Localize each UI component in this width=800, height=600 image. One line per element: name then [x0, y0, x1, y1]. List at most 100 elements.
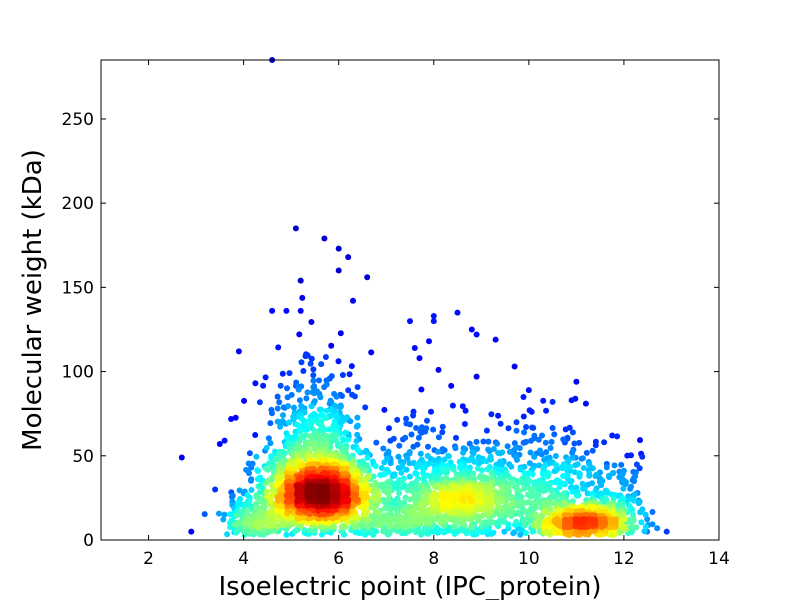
data-point	[310, 372, 317, 379]
data-point	[450, 466, 457, 473]
data-point	[552, 500, 558, 507]
data-point	[553, 462, 559, 468]
data-point	[520, 478, 527, 485]
data-point	[483, 458, 490, 465]
data-point	[592, 442, 599, 449]
data-point	[385, 492, 392, 498]
data-point	[263, 488, 270, 495]
x-tick-label: 12	[613, 549, 635, 569]
data-point	[350, 462, 357, 469]
data-point	[496, 479, 502, 485]
x-tick-label: 6	[333, 549, 344, 569]
data-point	[488, 478, 495, 485]
data-point	[475, 528, 481, 535]
data-point	[505, 425, 512, 432]
data-point	[266, 510, 273, 517]
data-point	[253, 521, 259, 528]
data-point	[385, 448, 392, 455]
data-point	[236, 487, 243, 494]
data-point	[224, 531, 231, 538]
data-point	[295, 386, 302, 393]
data-point	[284, 440, 291, 447]
data-point	[501, 528, 508, 535]
data-point	[392, 480, 399, 487]
data-point	[235, 348, 242, 355]
data-point	[318, 406, 325, 413]
data-point	[433, 528, 440, 535]
data-point	[372, 463, 379, 470]
data-point	[630, 492, 637, 499]
data-point	[326, 400, 333, 407]
data-point	[345, 254, 352, 261]
data-point	[579, 480, 586, 487]
data-point	[267, 528, 273, 535]
data-point	[533, 493, 540, 500]
data-point	[395, 453, 402, 460]
data-point	[418, 429, 425, 436]
plot-frame	[100, 59, 720, 541]
data-point	[513, 518, 520, 525]
data-point	[488, 469, 495, 476]
y-tick-label: 250	[62, 110, 94, 130]
data-point	[541, 508, 547, 515]
data-point	[490, 446, 497, 452]
data-point	[315, 420, 322, 427]
data-point	[542, 462, 548, 469]
data-point	[596, 508, 603, 515]
data-point	[418, 386, 425, 393]
data-point	[416, 355, 423, 362]
x-axis-title: Isoelectric point (IPC_protein)	[218, 572, 601, 600]
data-point	[391, 472, 398, 479]
data-point	[583, 449, 590, 456]
data-point	[476, 459, 482, 466]
data-point	[529, 488, 536, 495]
data-point	[430, 313, 437, 319]
data-point	[492, 336, 499, 343]
data-point	[649, 521, 656, 528]
data-point	[521, 429, 528, 436]
data-point	[551, 431, 558, 438]
data-point	[298, 359, 305, 366]
data-point	[292, 225, 299, 232]
data-point	[263, 480, 269, 487]
data-point	[430, 515, 437, 522]
data-point	[415, 434, 422, 441]
data-point	[631, 478, 637, 485]
data-point	[303, 425, 310, 431]
data-point	[229, 492, 236, 499]
data-point	[517, 466, 524, 473]
data-point	[303, 395, 310, 402]
data-point	[287, 465, 294, 472]
data-point	[407, 421, 413, 428]
data-point	[547, 445, 554, 451]
data-point	[257, 482, 264, 489]
data-point	[283, 307, 290, 314]
data-point	[586, 461, 593, 468]
data-point	[610, 517, 617, 524]
data-point	[201, 511, 208, 518]
data-point	[460, 445, 467, 452]
data-point	[326, 426, 333, 433]
data-point	[342, 429, 349, 436]
data-point	[233, 512, 240, 519]
data-point	[485, 438, 492, 445]
scatter-points	[178, 57, 670, 538]
data-point	[283, 531, 290, 538]
data-point	[575, 470, 582, 477]
data-point	[309, 389, 316, 396]
data-point	[360, 490, 367, 497]
data-point	[473, 373, 480, 380]
data-point	[522, 530, 529, 536]
data-point	[459, 495, 466, 502]
data-point	[548, 438, 555, 445]
data-point	[549, 398, 556, 405]
data-point	[274, 393, 281, 400]
data-point	[328, 373, 335, 380]
data-point	[346, 371, 353, 378]
data-point	[302, 353, 309, 360]
data-point	[263, 465, 269, 472]
data-point	[504, 443, 511, 450]
data-point	[360, 511, 367, 518]
data-point	[592, 473, 599, 479]
data-point	[328, 342, 335, 349]
